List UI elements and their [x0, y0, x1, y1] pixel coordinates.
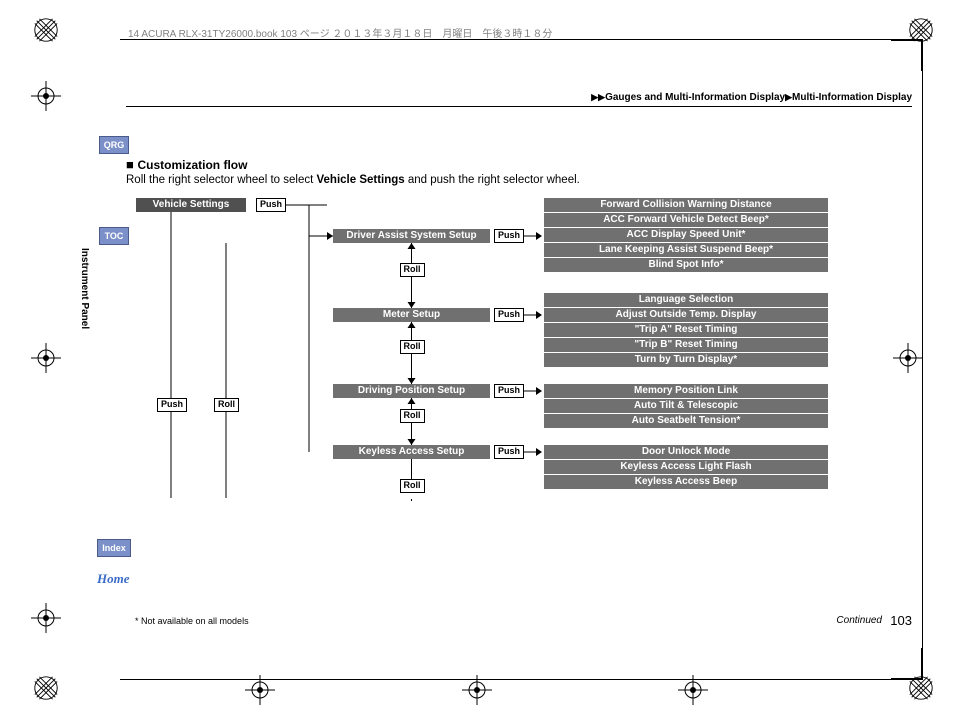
flow-node: Turn by Turn Display* — [544, 353, 828, 367]
roll-label: Roll — [214, 398, 239, 412]
sidebar-section-label: Instrument Panel — [79, 248, 90, 329]
breadcrumb-b: Multi-Information Display — [792, 92, 912, 103]
flow-node: "Trip A" Reset Timing — [544, 323, 828, 337]
flow-node: Auto Tilt & Telescopic — [544, 399, 828, 413]
flow-node: Driving Position Setup — [333, 384, 490, 398]
roll-label: Roll — [400, 409, 425, 423]
roll-label: Roll — [400, 263, 425, 277]
roll-label: Roll — [400, 340, 425, 354]
push-label: Push — [494, 229, 524, 243]
flow-node: Keyless Access Setup — [333, 445, 490, 459]
sidebar-qrg[interactable]: QRG — [99, 136, 129, 154]
flow-node: Forward Collision Warning Distance — [544, 198, 828, 212]
triangle-icon: ▶ — [785, 92, 792, 102]
breadcrumb: ▶▶Gauges and Multi-Information Display▶M… — [591, 92, 912, 103]
flow-node: Blind Spot Info* — [544, 258, 828, 272]
push-label: Push — [494, 384, 524, 398]
footnote: * Not available on all models — [135, 616, 249, 626]
flow-node: Lane Keeping Assist Suspend Beep* — [544, 243, 828, 257]
continued-label: Continued — [836, 615, 882, 626]
divider — [126, 106, 912, 107]
section-title: ■ Customization flow — [126, 157, 247, 172]
roll-label: Roll — [400, 479, 425, 493]
sidebar-home[interactable]: Home — [97, 571, 130, 587]
flow-node: Meter Setup — [333, 308, 490, 322]
push-label: Push — [157, 398, 187, 412]
flow-node: Adjust Outside Temp. Display — [544, 308, 828, 322]
page-number: 103 — [890, 613, 912, 628]
doc-header-path: 14 ACURA RLX-31TY26000.book 103 ページ ２０１３… — [128, 25, 552, 40]
push-label: Push — [256, 198, 286, 212]
section-subtitle: Roll the right selector wheel to select … — [126, 174, 580, 186]
flow-node: Door Unlock Mode — [544, 445, 828, 459]
flow-node: Keyless Access Beep — [544, 475, 828, 489]
flow-node: Vehicle Settings — [136, 198, 246, 212]
push-label: Push — [494, 445, 524, 459]
sidebar-toc[interactable]: TOC — [99, 227, 129, 245]
flow-node: Language Selection — [544, 293, 828, 307]
flowchart: Vehicle Settings Push Driver Assist System… — [126, 198, 906, 618]
triangle-icon: ▶▶ — [591, 92, 605, 102]
flow-node: ACC Forward Vehicle Detect Beep* — [544, 213, 828, 227]
breadcrumb-a: Gauges and Multi-Information Display — [605, 92, 785, 103]
flow-node: Memory Position Link — [544, 384, 828, 398]
flow-node: Keyless Access Light Flash — [544, 460, 828, 474]
flow-node: Driver Assist System Setup — [333, 229, 490, 243]
push-label: Push — [494, 308, 524, 322]
flow-node: ACC Display Speed Unit* — [544, 228, 828, 242]
flow-node: "Trip B" Reset Timing — [544, 338, 828, 352]
flow-node: Auto Seatbelt Tension* — [544, 414, 828, 428]
